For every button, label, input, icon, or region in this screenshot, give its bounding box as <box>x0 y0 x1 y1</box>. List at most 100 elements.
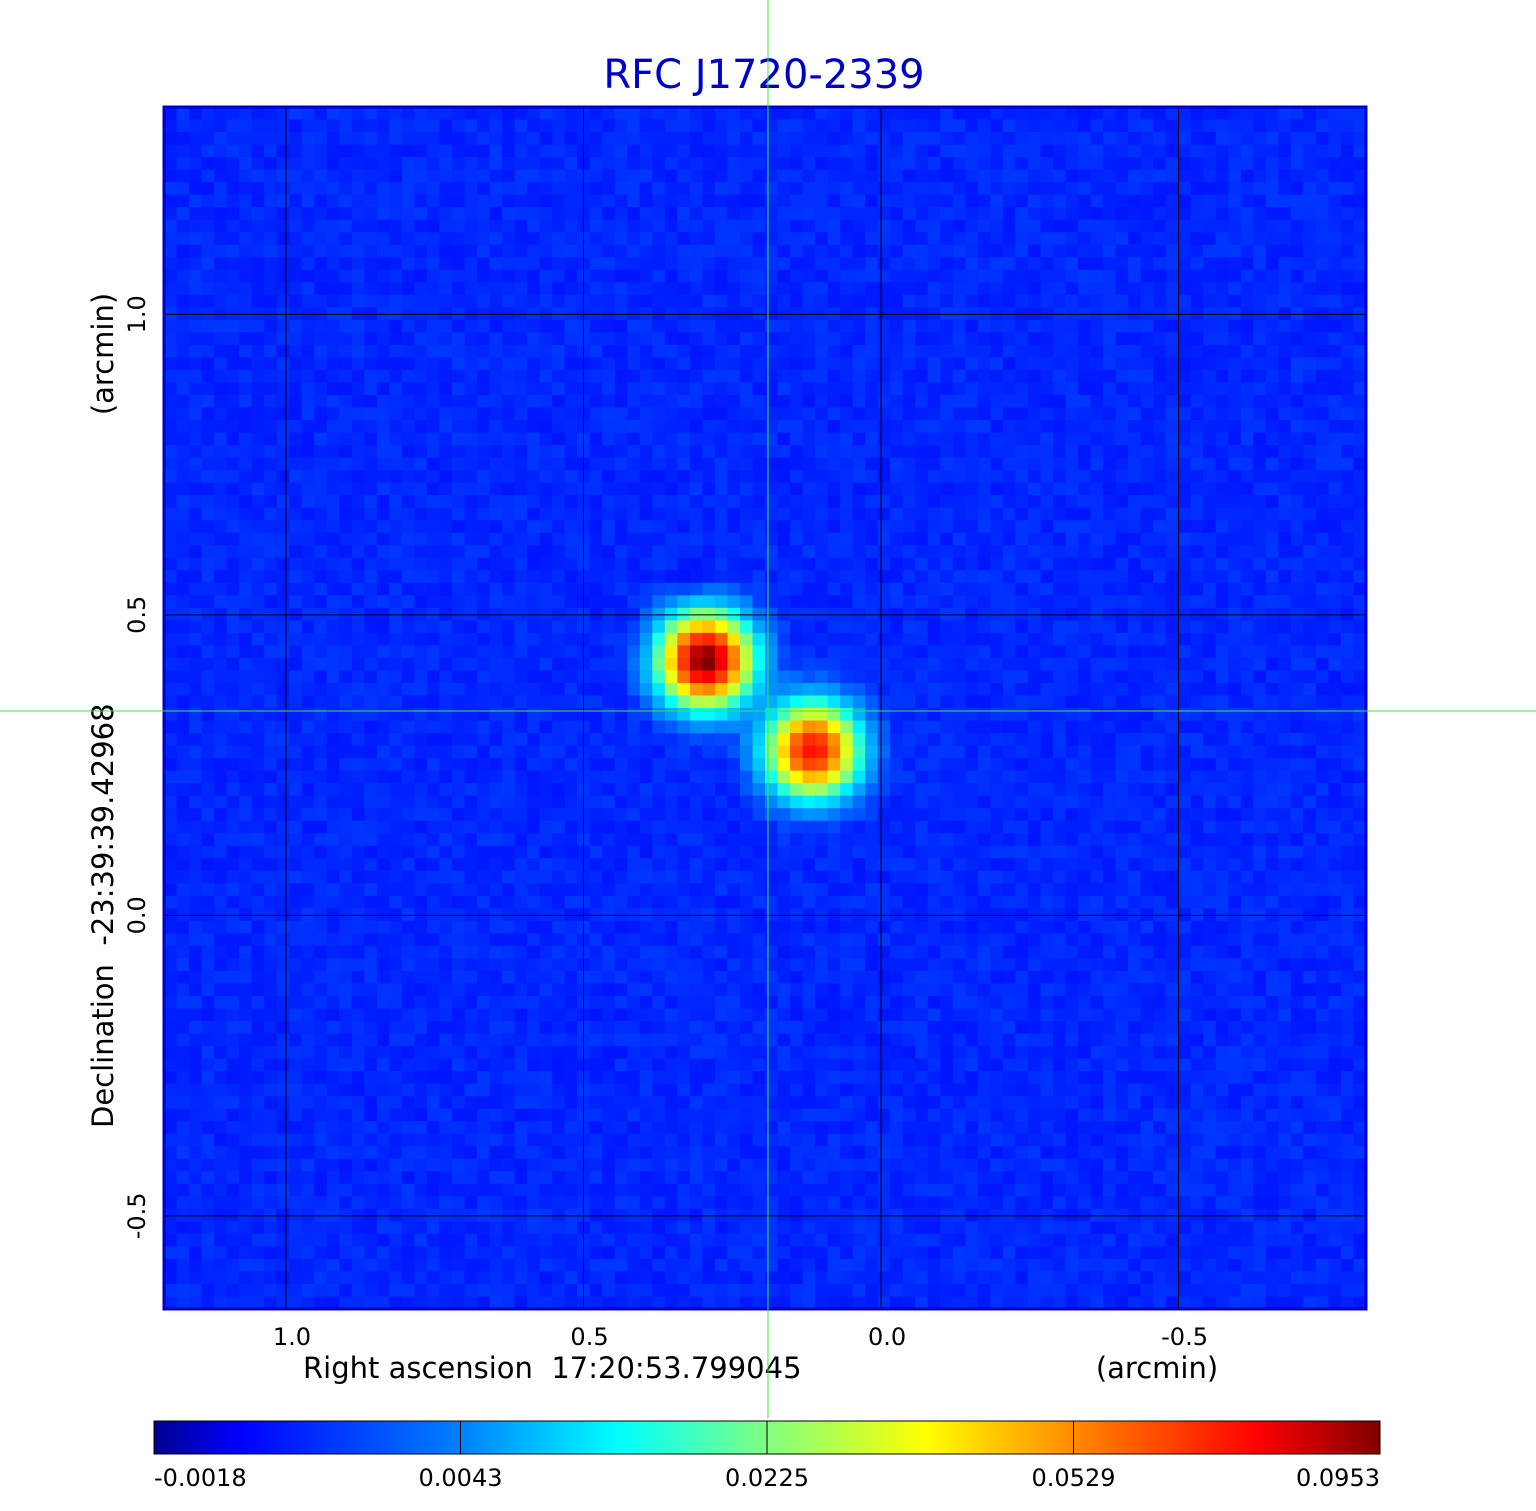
heatmap-cell <box>1228 708 1242 722</box>
heatmap-cell <box>877 232 891 246</box>
heatmap-cell <box>602 520 616 534</box>
heatmap-cell <box>1190 708 1204 722</box>
heatmap-cell <box>777 207 791 221</box>
heatmap-cell <box>201 457 215 471</box>
heatmap-cell <box>201 632 215 646</box>
heatmap-cell <box>965 695 979 709</box>
heatmap-cell <box>426 495 441 509</box>
heatmap-cell <box>1228 457 1242 471</box>
heatmap-cell <box>226 420 240 434</box>
heatmap-cell <box>464 532 478 546</box>
heatmap-cell <box>614 119 628 133</box>
heatmap-cell <box>890 394 904 409</box>
heatmap-cell <box>1303 545 1317 559</box>
heatmap-cell <box>552 257 566 271</box>
heatmap-cell <box>564 232 578 246</box>
heatmap-cell <box>1278 369 1292 384</box>
heatmap-cell <box>339 470 353 484</box>
heatmap-cell <box>1090 194 1104 208</box>
heatmap-cell <box>915 107 929 121</box>
heatmap-cell <box>1203 269 1217 283</box>
heatmap-cell <box>527 319 541 333</box>
heatmap-cell <box>514 507 528 521</box>
heatmap-cell <box>289 194 303 208</box>
heatmap-cell <box>564 457 578 471</box>
heatmap-cell <box>865 632 879 646</box>
heatmap-cell <box>890 119 904 133</box>
heatmap-cell <box>439 232 453 246</box>
heatmap-cell <box>1228 720 1242 734</box>
heatmap-cell <box>401 507 416 521</box>
heatmap-cell <box>376 420 390 434</box>
heatmap-cell <box>1315 545 1330 559</box>
heatmap-cell <box>890 407 904 421</box>
heatmap-cell <box>1278 620 1292 634</box>
heatmap-cell <box>489 507 503 521</box>
heatmap-cell <box>1215 620 1229 634</box>
heatmap-cell <box>426 394 441 409</box>
heatmap-cell <box>451 232 466 246</box>
heatmap-cell <box>401 445 416 459</box>
heatmap-cell <box>401 119 416 133</box>
heatmap-cell <box>902 708 916 722</box>
heatmap-cell <box>1340 632 1355 646</box>
heatmap-cell <box>602 119 616 133</box>
heatmap-cell <box>477 269 491 283</box>
heatmap-cell <box>1128 157 1142 171</box>
heatmap-cell <box>1103 257 1117 271</box>
heatmap-cell <box>1052 532 1067 546</box>
heatmap-cell <box>890 269 904 283</box>
heatmap-cell <box>664 708 678 722</box>
heatmap-cell <box>201 708 215 722</box>
heatmap-cell <box>890 657 904 672</box>
heatmap-cell <box>1340 532 1355 546</box>
heatmap-cell <box>164 219 178 233</box>
heatmap-cell <box>790 670 804 684</box>
heatmap-cell <box>1228 319 1242 333</box>
heatmap-cell <box>351 357 365 371</box>
heatmap-cell <box>226 144 240 158</box>
heatmap-cell <box>664 445 678 459</box>
heatmap-cell <box>1015 319 1029 333</box>
heatmap-cell <box>727 645 741 659</box>
heatmap-cell <box>1115 720 1129 734</box>
heatmap-cell <box>727 582 741 596</box>
heatmap-cell <box>852 582 866 596</box>
heatmap-cell <box>326 382 340 396</box>
heatmap-cell <box>1115 119 1129 133</box>
heatmap-cell <box>426 708 441 722</box>
heatmap-cell <box>1090 570 1104 584</box>
heatmap-cell <box>639 369 653 384</box>
heatmap-cell <box>314 645 328 659</box>
heatmap-cell <box>940 269 954 283</box>
heatmap-cell <box>1328 119 1342 133</box>
heatmap-cell <box>1078 445 1092 459</box>
heatmap-cell <box>301 194 315 208</box>
heatmap-cell <box>1290 432 1304 446</box>
heatmap-cell <box>1228 595 1242 609</box>
heatmap-cell <box>877 420 891 434</box>
heatmap-cell <box>1203 207 1217 221</box>
heatmap-cell <box>739 132 754 146</box>
heatmap-cell <box>351 720 365 734</box>
heatmap-cell <box>1015 119 1029 133</box>
heatmap-cell <box>1140 507 1154 521</box>
heatmap-cell <box>1353 244 1366 258</box>
heatmap-cell <box>502 620 516 634</box>
heatmap-cell <box>502 682 516 697</box>
heatmap-cell <box>915 745 929 759</box>
heatmap-cell <box>214 657 228 672</box>
heatmap-cell <box>376 332 390 346</box>
heatmap-cell <box>251 457 265 471</box>
heatmap-cell <box>439 457 453 471</box>
heatmap-cell <box>1328 357 1342 371</box>
heatmap-cell <box>201 570 215 584</box>
heatmap-cell <box>1040 620 1054 634</box>
heatmap-cell <box>189 507 203 521</box>
heatmap-cell <box>952 645 966 659</box>
heatmap-cell <box>1203 257 1217 271</box>
heatmap-cell <box>1278 232 1292 246</box>
heatmap-cell <box>214 545 228 559</box>
heatmap-cell <box>514 407 528 421</box>
heatmap-cell <box>702 532 716 546</box>
